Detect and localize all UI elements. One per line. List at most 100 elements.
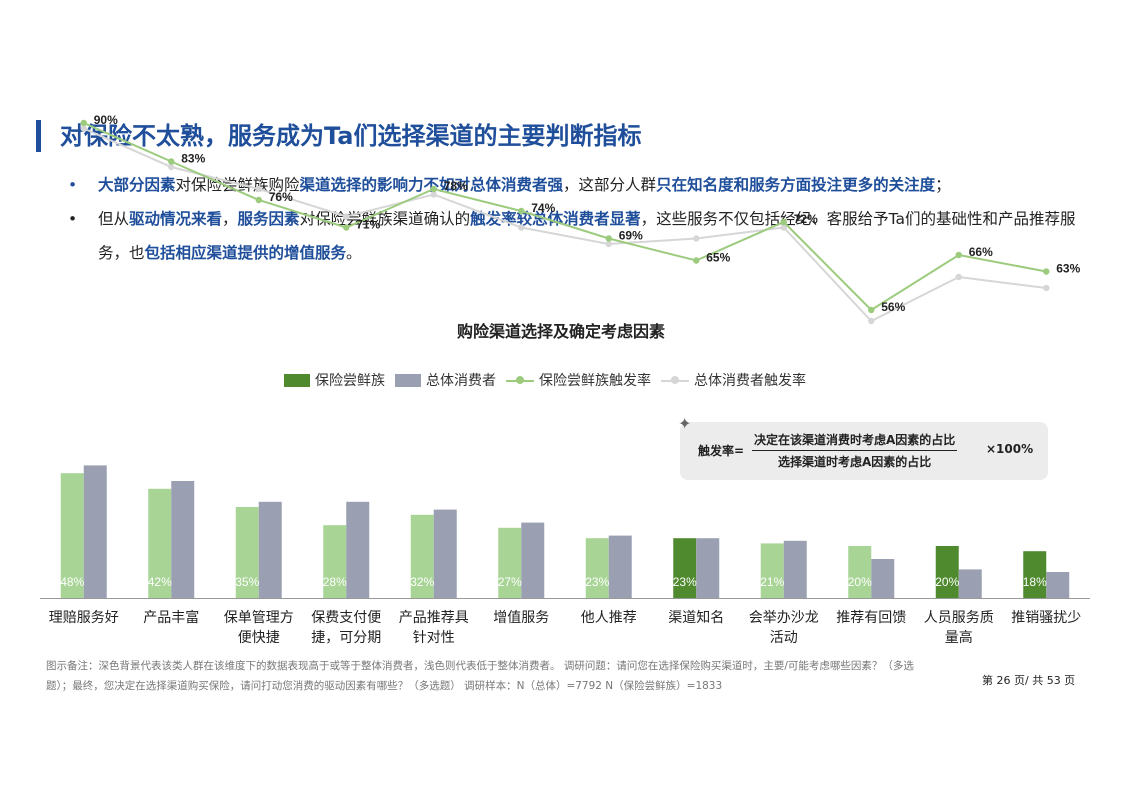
bar-overall (346, 501, 370, 598)
overall-rate-line-point (255, 185, 262, 193)
trial-rate-line-point (255, 196, 262, 204)
bar-value-label: 35% (235, 575, 259, 589)
bar-overall (871, 559, 895, 598)
bullet-dot-icon: • (68, 176, 78, 194)
bullet-text-1: 大部分因素对保险尝鲜族购险渠道选择的影响力不如对总体消费者强，这部分人群只在知名… (98, 176, 951, 194)
overall-rate-line-point (693, 235, 700, 242)
formula-denominator: 选择渠道时考虑A因素的占比 (778, 455, 932, 469)
overall-rate-line-point (1043, 284, 1050, 292)
rate-value-label: 74% (531, 201, 555, 215)
chart-legend: 保险尝鲜族 总体消费者 保险尝鲜族触发率 总体消费者触发率 (284, 370, 816, 390)
bar-trial (60, 473, 84, 598)
bar-trial (1023, 551, 1047, 598)
bullet-text-segment: 。 (346, 244, 362, 262)
category-label: 便快捷 (238, 630, 280, 646)
rate-value-label: 76% (269, 190, 293, 204)
trial-rate-line-point (780, 218, 787, 226)
trial-rate-line-point (80, 119, 87, 127)
category-label: 量高 (945, 629, 973, 646)
bar-trial (235, 507, 259, 598)
trial-rate-line-point (343, 224, 350, 231)
formula-lhs: 触发率= (698, 444, 745, 458)
bullet-text-segment: 但从 (98, 210, 130, 228)
bar-value-label: 23% (673, 575, 697, 589)
bar-overall (608, 535, 632, 598)
trial-rate-line (83, 122, 1047, 312)
bullet-dot-icon: • (68, 210, 78, 228)
legend-swatch (506, 374, 534, 387)
category-label: 产品丰富 (143, 609, 199, 626)
legend-label: 保险尝鲜族 (315, 373, 385, 389)
bar-overall (958, 569, 982, 598)
bullet-text-segment: ，这部分人群 (563, 176, 657, 194)
bar-trial (848, 546, 872, 598)
highlight-text: 驱动情况来看 (129, 210, 223, 228)
bullet-text-segment: ， (222, 210, 238, 228)
bar-trial (323, 525, 347, 598)
trial-rate-line-point (168, 158, 175, 165)
highlight-text: 大部分因素 (98, 176, 176, 194)
category-label: 会举办沙龙 (749, 610, 819, 626)
bar-value-label: 23% (585, 575, 609, 589)
bar-value-label: 27% (498, 575, 522, 589)
bar-trial (760, 543, 784, 598)
rate-value-label: 56% (881, 300, 905, 314)
overall-rate-line-point (80, 125, 87, 132)
title-accent-bar (36, 120, 41, 152)
rate-value-label: 83% (181, 152, 205, 166)
bar-value-label: 32% (410, 575, 434, 589)
trial-rate-line-point (955, 251, 962, 259)
overall-rate-line-point (955, 273, 962, 281)
bar-overall (521, 522, 545, 598)
bullet-item-2: • 但从驱动情况来看，服务因素对保险尝鲜族渠道确认的触发率较总体消费者显著，这些… (66, 202, 1076, 270)
legend-item-overall-line: 总体消费者触发率 (661, 370, 806, 390)
legend-item-trial-bar: 保险尝鲜族 (284, 370, 385, 390)
bullet-text-segment: ； (935, 176, 951, 194)
overall-rate-line-point (518, 224, 525, 231)
highlight-text: 渠道选择的影响力不如对总体消费者强 (299, 176, 564, 194)
legend-item-trial-line: 保险尝鲜族触发率 (506, 370, 651, 390)
category-label: 活动 (770, 630, 798, 646)
bar-overall (258, 501, 282, 598)
legend-label: 总体消费者触发率 (694, 373, 806, 389)
bar-value-label: 42% (148, 575, 172, 589)
legend-label: 保险尝鲜族触发率 (539, 373, 651, 389)
bar-value-label: 28% (323, 575, 347, 589)
category-label: 推销骚扰少 (1011, 610, 1081, 626)
rate-value-label: 71% (356, 218, 380, 232)
trial-rate-line-point (868, 306, 875, 314)
bar-trial (673, 538, 697, 598)
legend-swatch (284, 373, 310, 387)
bar-overall (1046, 572, 1070, 598)
rate-value-label: 69% (619, 229, 643, 243)
rate-value-label: 78% (444, 179, 468, 193)
rate-value-label: 65% (706, 251, 730, 265)
category-label: 增值服务 (493, 610, 549, 626)
bar-trial (148, 488, 172, 598)
bar-overall (83, 465, 107, 598)
rate-value-label: 72% (794, 212, 818, 226)
formula-fraction: 决定在该渠道消费时考虑A因素的占比 选择渠道时考虑A因素的占比 (752, 431, 958, 470)
highlight-text: 服务因素 (237, 210, 300, 228)
overall-rate-line-point (343, 213, 350, 220)
bar-value-label: 21% (760, 575, 784, 589)
page-number: 第 26 页/ 共 53 页 (982, 674, 1076, 687)
legend-item-overall-bar: 总体消费者 (395, 370, 496, 390)
bullet-text-segment: 对保险尝鲜族购险 (175, 176, 300, 194)
formula-box: ✦ 触发率= 决定在该渠道消费时考虑A因素的占比 选择渠道时考虑A因素的占比 ×… (678, 414, 1048, 480)
rate-value-label: 66% (969, 245, 993, 259)
overall-rate-line-point (605, 240, 612, 248)
trial-rate-line-point (605, 235, 612, 242)
overall-rate-line-point (780, 224, 787, 231)
bar-overall (696, 538, 720, 598)
overall-rate-line-point (168, 163, 175, 171)
bar-trial (585, 538, 609, 598)
trial-rate-line-point (693, 257, 700, 264)
bar-overall (433, 509, 457, 598)
trial-rate-line-point (1043, 268, 1050, 275)
bar-trial (498, 527, 522, 598)
category-label: 保单管理方 (224, 610, 294, 626)
category-label: 推荐有回馈 (836, 610, 906, 626)
bullet-text-2: 但从驱动情况来看，服务因素对保险尝鲜族渠道确认的触发率较总体消费者显著，这些服务… (98, 210, 1076, 262)
overall-rate-line-point (868, 317, 875, 325)
